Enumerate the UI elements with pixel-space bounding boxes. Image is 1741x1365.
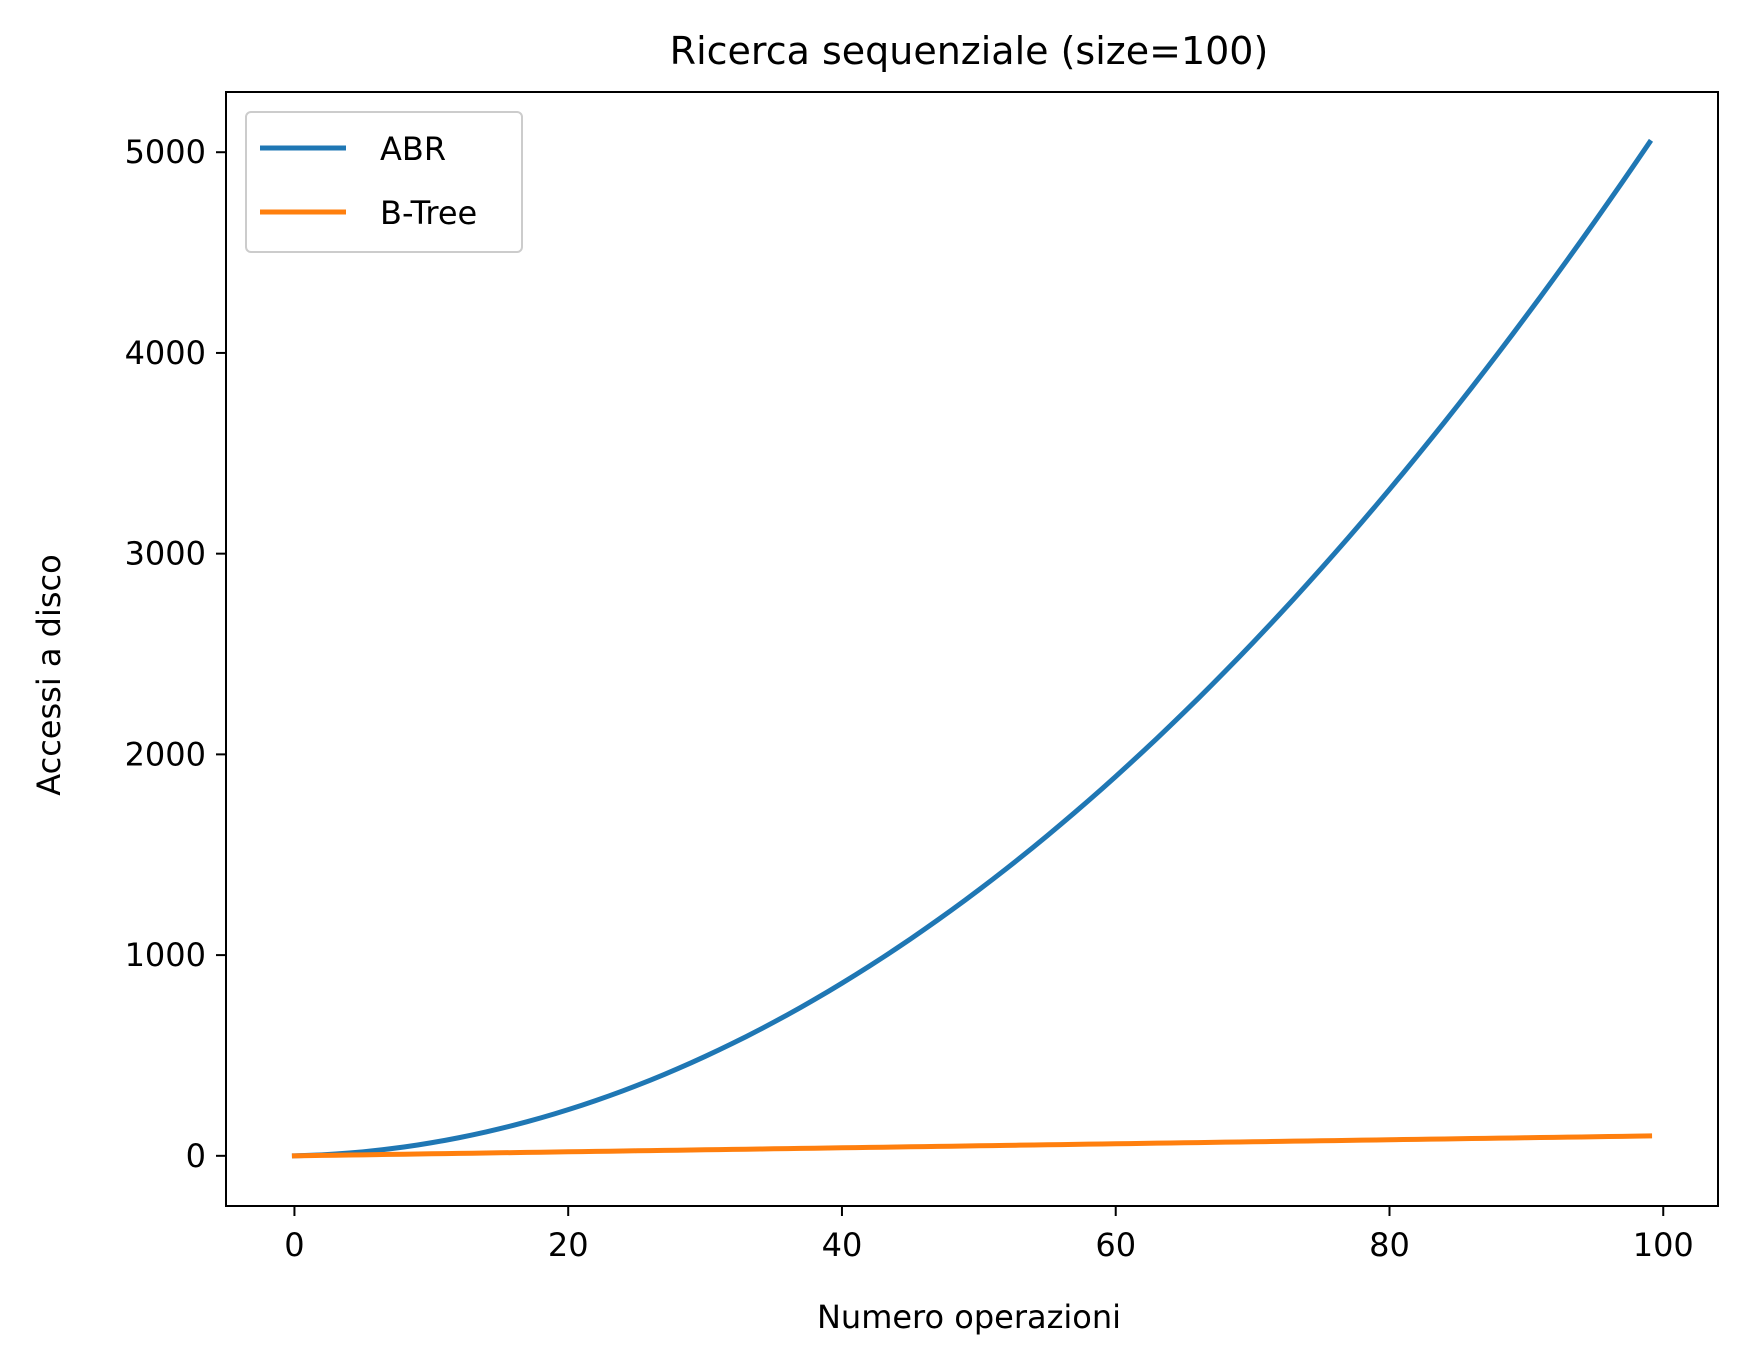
chart-title: Ricerca sequenziale (size=100) — [670, 29, 1269, 73]
y-axis-label: Accessi a disco — [30, 554, 68, 795]
axes-frame — [225, 91, 1719, 1207]
x-tick-label: 80 — [1369, 1226, 1410, 1264]
x-tick-label: 40 — [822, 1226, 863, 1264]
series-line-b-tree — [291, 1133, 1653, 1159]
y-tick-label: 0 — [186, 1137, 206, 1175]
legend-label-b-tree: B-Tree — [380, 194, 477, 232]
y-tick-label: 3000 — [125, 535, 206, 573]
y-tick-label: 2000 — [125, 735, 206, 773]
legend: ABR B-Tree — [245, 111, 523, 253]
x-tick-label: 20 — [548, 1226, 589, 1264]
y-tick-label: 4000 — [125, 334, 206, 372]
y-tick-label: 5000 — [125, 133, 206, 171]
x-axis-label: Numero operazioni — [817, 1298, 1121, 1336]
x-tick-label: 60 — [1095, 1226, 1136, 1264]
y-tick-label: 1000 — [125, 936, 206, 974]
legend-label-abr: ABR — [380, 130, 446, 168]
x-tick-label: 0 — [284, 1226, 304, 1264]
series-line-abr — [291, 138, 1654, 1159]
x-tick-label: 100 — [1633, 1226, 1694, 1264]
